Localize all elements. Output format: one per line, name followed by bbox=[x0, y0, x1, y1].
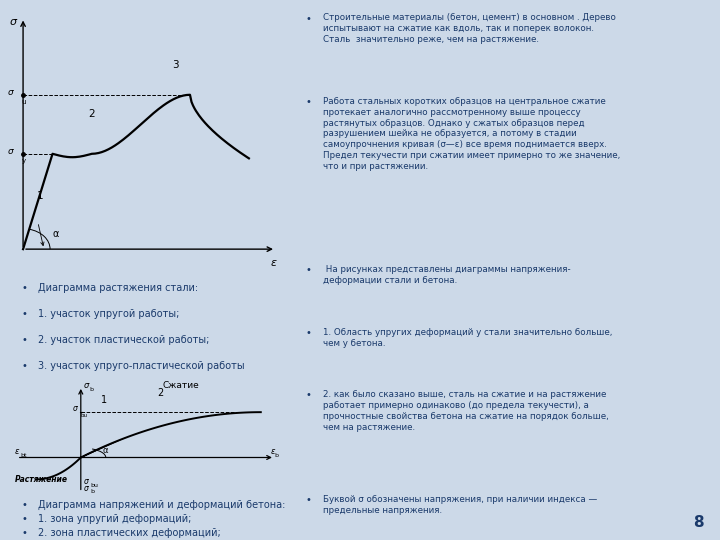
Text: 2. зона пластических деформаций;: 2. зона пластических деформаций; bbox=[37, 528, 220, 538]
Text: α: α bbox=[53, 228, 59, 239]
Text: bu: bu bbox=[81, 413, 88, 417]
Text: u: u bbox=[22, 99, 27, 105]
Text: bu: bu bbox=[91, 483, 99, 488]
Text: 2. как было сказано выше, сталь на сжатие и на растяжение
работает примерно один: 2. как было сказано выше, сталь на сжати… bbox=[323, 390, 608, 431]
Text: ε: ε bbox=[271, 258, 276, 268]
Text: •: • bbox=[306, 328, 312, 338]
Text: b: b bbox=[91, 489, 95, 494]
Text: •: • bbox=[306, 265, 312, 275]
Text: 1. зона упругий деформаций;: 1. зона упругий деформаций; bbox=[37, 514, 192, 524]
Text: Сжатие: Сжатие bbox=[163, 381, 199, 390]
Text: •: • bbox=[22, 335, 27, 345]
Text: σ: σ bbox=[73, 404, 78, 413]
Text: •: • bbox=[22, 514, 27, 524]
Text: ε: ε bbox=[15, 447, 19, 456]
Text: σ: σ bbox=[7, 147, 13, 156]
Text: 8: 8 bbox=[693, 515, 703, 530]
Text: 3: 3 bbox=[172, 59, 179, 70]
Text: •: • bbox=[306, 495, 312, 505]
Text: 1: 1 bbox=[101, 395, 107, 406]
Text: 1. участок упругой работы;: 1. участок упругой работы; bbox=[37, 309, 179, 319]
Text: •: • bbox=[22, 500, 27, 510]
Text: 2: 2 bbox=[89, 110, 95, 119]
Text: •: • bbox=[22, 528, 27, 538]
Text: α: α bbox=[103, 446, 108, 455]
Text: ε: ε bbox=[271, 447, 275, 456]
Text: •: • bbox=[306, 390, 312, 401]
Text: На рисунках представлены диаграммы напряжения-
деформации стали и бетона.: На рисунках представлены диаграммы напря… bbox=[323, 265, 570, 285]
Text: •: • bbox=[306, 14, 312, 24]
Text: •: • bbox=[306, 97, 312, 107]
Text: y: y bbox=[22, 158, 26, 164]
Text: σ: σ bbox=[84, 484, 89, 492]
Text: 3. участок упруго-пластической работы: 3. участок упруго-пластической работы bbox=[37, 361, 244, 372]
Text: Строительные материалы (бетон, цемент) в основном . Дерево
испытывают на сжатие : Строительные материалы (бетон, цемент) в… bbox=[323, 14, 616, 44]
Text: b: b bbox=[275, 453, 279, 457]
Text: 2: 2 bbox=[157, 388, 163, 399]
Text: 1. Область упругих деформаций у стали значительно больше,
чем у бетона.: 1. Область упругих деформаций у стали зн… bbox=[323, 328, 612, 348]
Text: b: b bbox=[90, 387, 94, 392]
Text: σ: σ bbox=[7, 88, 13, 97]
Text: •: • bbox=[22, 284, 27, 293]
Text: Растяжение: Растяжение bbox=[15, 475, 68, 484]
Text: Буквой σ обозначены напряжения, при наличии индекса —
предельные напряжения.: Буквой σ обозначены напряжения, при нали… bbox=[323, 495, 597, 515]
Text: Работа стальных коротких образцов на центральное сжатие
протекает аналогично рас: Работа стальных коротких образцов на цен… bbox=[323, 97, 620, 171]
Text: •: • bbox=[22, 309, 27, 319]
Text: bt: bt bbox=[21, 453, 27, 457]
Text: σ: σ bbox=[84, 477, 89, 485]
Text: σ: σ bbox=[84, 381, 89, 390]
Text: 1: 1 bbox=[37, 191, 44, 201]
Text: Диаграмма растяжения стали:: Диаграмма растяжения стали: bbox=[37, 284, 198, 293]
Text: Диаграмма напряжений и деформаций бетона:: Диаграмма напряжений и деформаций бетона… bbox=[37, 500, 285, 510]
Text: •: • bbox=[22, 361, 27, 372]
Text: σ: σ bbox=[10, 17, 17, 27]
Text: 2. участок пластической работы;: 2. участок пластической работы; bbox=[37, 335, 210, 345]
